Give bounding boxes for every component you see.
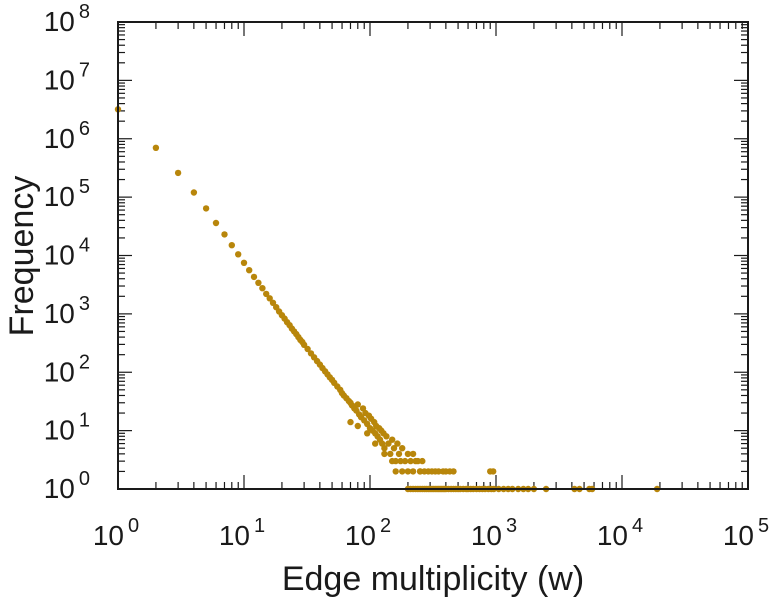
data-point <box>390 445 398 452</box>
x-tick-label: 10 0 <box>93 515 139 551</box>
data-point <box>174 169 182 177</box>
data-point <box>250 273 258 281</box>
y-tick-label: 10 6 <box>44 118 90 154</box>
data-point <box>399 445 406 452</box>
y-tick-label: 10 7 <box>44 59 90 95</box>
data-point <box>409 450 417 458</box>
data-point <box>221 231 228 238</box>
x-tick-labels: 10 0 10 1 10 2 10 3 10 4 10 5 <box>93 515 769 551</box>
data-point <box>389 436 396 443</box>
data-point <box>212 219 220 227</box>
x-axis-label: Edge multiplicity (w) <box>282 560 584 598</box>
data-point <box>347 418 354 426</box>
data-point <box>354 401 361 408</box>
data-point <box>392 468 399 475</box>
data-point <box>387 450 394 458</box>
data-point <box>401 457 409 465</box>
data-point <box>381 445 388 452</box>
data-point <box>246 267 253 274</box>
y-tick-label: 10 1 <box>44 410 90 446</box>
data-point <box>190 189 198 196</box>
data-point <box>399 468 406 475</box>
data-point <box>381 450 388 458</box>
y-axis-label: Frequency <box>3 176 41 337</box>
y-tick-label: 10 8 <box>44 1 90 37</box>
x-tick-label: 10 5 <box>723 515 769 551</box>
data-point <box>404 450 412 458</box>
data-point <box>409 468 417 475</box>
y-tick-label: 10 5 <box>44 176 90 212</box>
data-point <box>435 468 442 475</box>
data-point <box>255 279 262 286</box>
data-point <box>394 440 401 447</box>
data-point <box>259 285 266 292</box>
data-point <box>395 450 403 458</box>
data-point <box>372 440 379 447</box>
y-tick-label: 10 2 <box>44 351 90 387</box>
data-point <box>419 457 426 465</box>
minor-ticks <box>118 22 748 489</box>
data-point <box>389 457 396 465</box>
data-point <box>404 468 412 475</box>
major-ticks <box>117 21 749 490</box>
data-points <box>114 106 661 493</box>
data-point <box>304 345 311 353</box>
x-tick-label: 10 1 <box>219 515 265 551</box>
data-point <box>300 341 308 348</box>
x-tick-label: 10 4 <box>597 515 643 551</box>
data-point <box>450 468 457 475</box>
data-point <box>228 242 235 249</box>
data-point <box>263 290 270 298</box>
data-point <box>235 251 242 258</box>
data-point <box>397 457 404 465</box>
plot-frame <box>117 21 749 490</box>
y-tick-label: 10 0 <box>44 468 90 504</box>
data-point <box>490 468 497 475</box>
data-point <box>364 430 371 437</box>
y-tick-label: 10 3 <box>44 293 90 329</box>
x-tick-label: 10 3 <box>471 515 517 551</box>
y-tick-label: 10 4 <box>44 235 90 271</box>
data-point <box>240 259 248 266</box>
data-point <box>266 295 273 302</box>
data-point <box>354 422 361 430</box>
data-point <box>152 144 160 151</box>
data-point <box>359 405 367 412</box>
data-point <box>202 205 210 212</box>
data-point <box>269 299 277 306</box>
x-tick-label: 10 2 <box>345 515 391 551</box>
data-point <box>414 457 422 465</box>
data-point <box>407 457 414 465</box>
data-point <box>383 433 390 440</box>
